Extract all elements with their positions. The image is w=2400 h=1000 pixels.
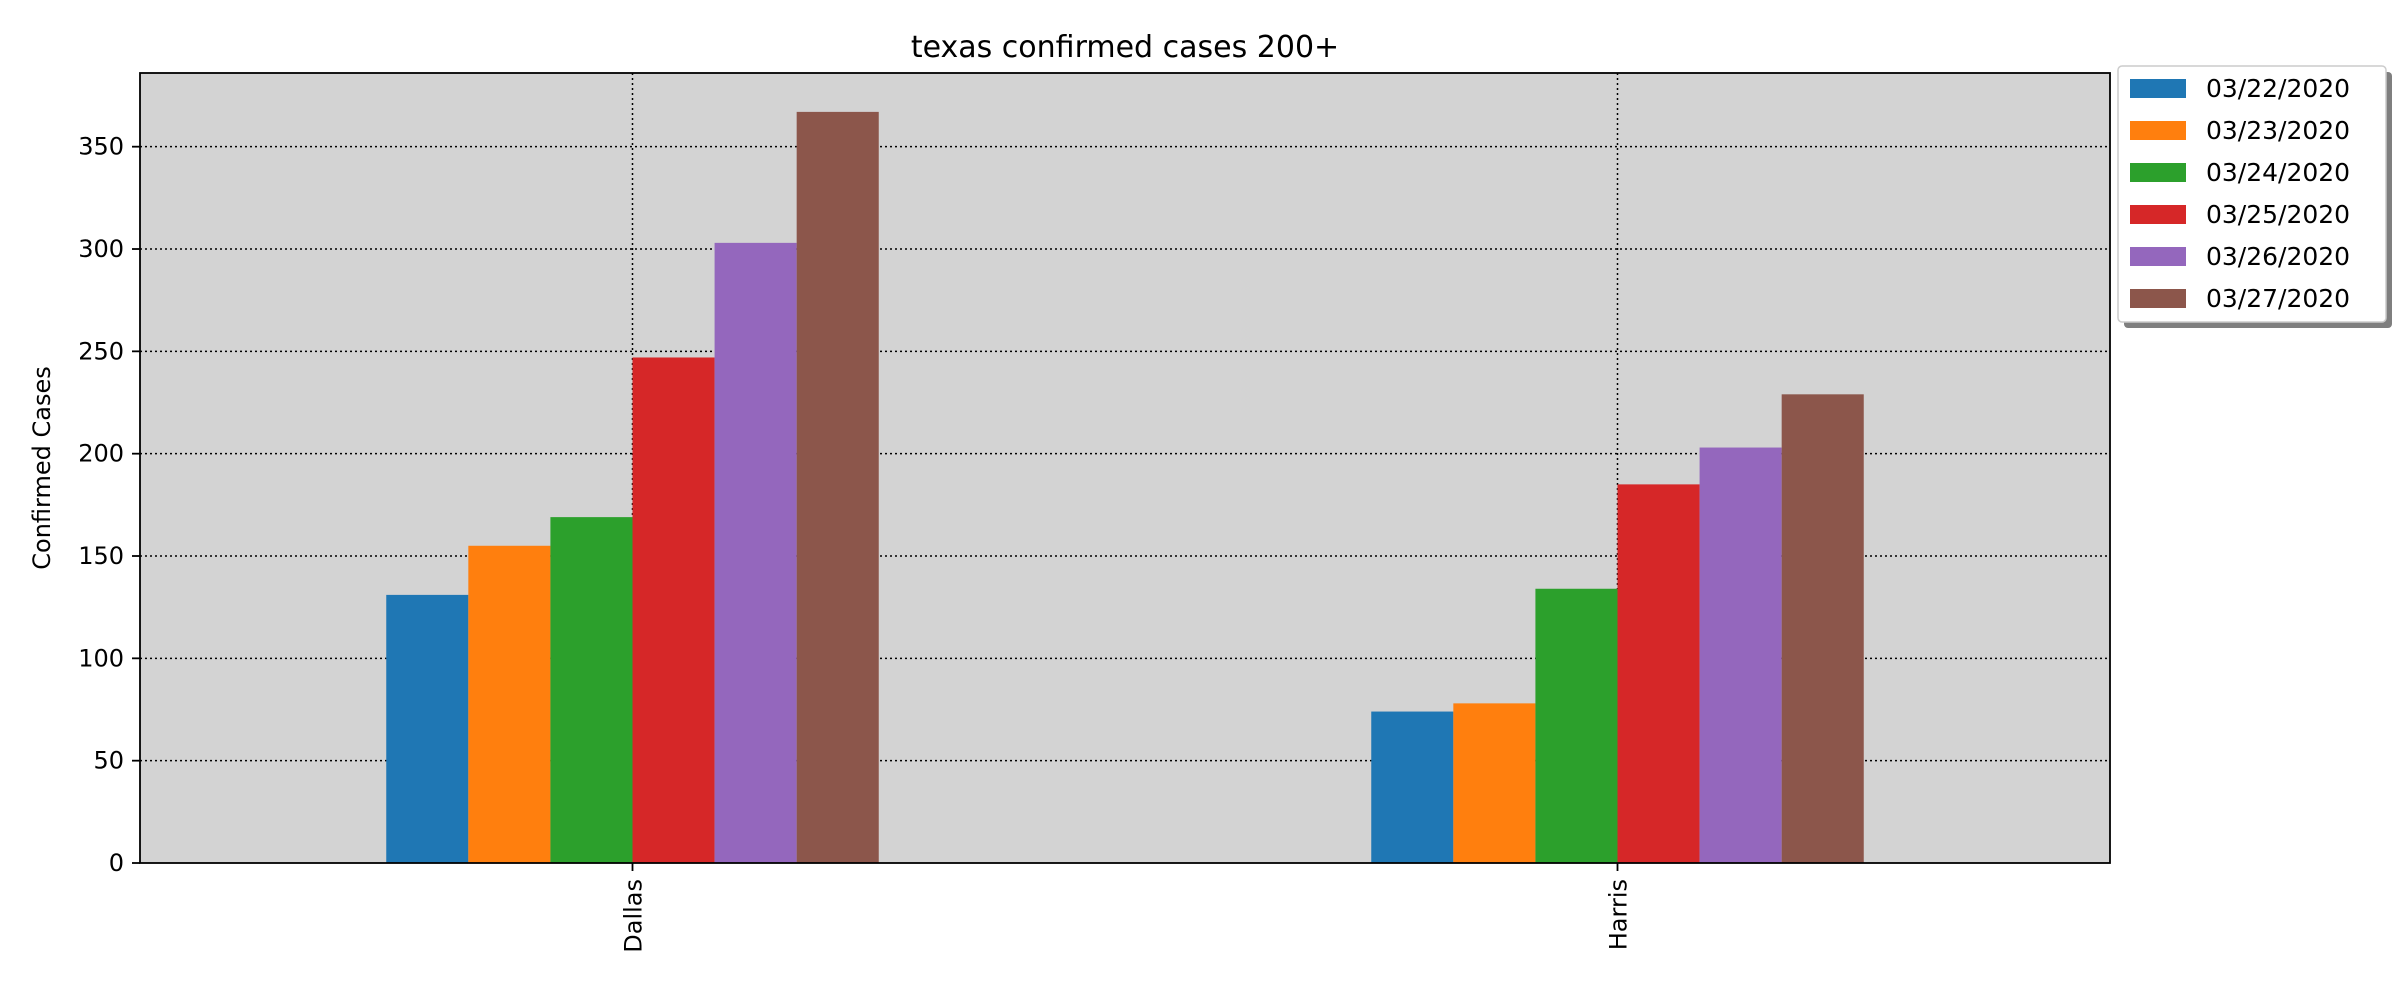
legend-swatch (2130, 289, 2186, 308)
legend-label: 03/24/2020 (2206, 158, 2350, 187)
y-tick-label: 200 (78, 440, 124, 468)
chart-title: texas confirmed cases 200+ (911, 30, 1339, 65)
bar (550, 517, 633, 863)
bar (1453, 703, 1536, 863)
legend-swatch (2130, 121, 2186, 140)
bar (1371, 711, 1454, 863)
bar (1699, 447, 1782, 863)
legend-label: 03/23/2020 (2206, 116, 2350, 145)
legend-label: 03/25/2020 (2206, 200, 2350, 229)
bar (1617, 484, 1700, 863)
x-tick-label: Dallas (620, 879, 648, 953)
legend-swatch (2130, 79, 2186, 98)
bar (468, 545, 551, 863)
x-axis: Dallas Harris (620, 863, 1633, 953)
y-tick-label: 100 (78, 644, 124, 672)
bar (632, 357, 715, 863)
legend-swatch (2130, 205, 2186, 224)
legend-swatch (2130, 247, 2186, 266)
y-tick-label: 150 (78, 542, 124, 570)
y-tick-label: 0 (109, 849, 124, 877)
legend-label: 03/26/2020 (2206, 242, 2350, 271)
legend-label: 03/27/2020 (2206, 284, 2350, 313)
bar (714, 242, 797, 863)
y-tick-label: 300 (78, 235, 124, 263)
bar (796, 111, 879, 864)
x-tick-label: Harris (1605, 879, 1633, 950)
y-axis: 0 50 100 150 200 250 300 350 (78, 133, 140, 877)
bar (1535, 588, 1618, 863)
y-axis-label: Confirmed Cases (28, 366, 56, 569)
legend: 03/22/2020 03/23/2020 03/24/2020 03/25/2020… (2117, 65, 2392, 328)
bar (386, 594, 469, 863)
y-tick-label: 50 (93, 747, 124, 775)
bar (1781, 394, 1864, 863)
y-tick-label: 250 (78, 337, 124, 365)
legend-label: 03/22/2020 (2206, 74, 2350, 103)
plot-frame (139, 72, 2111, 864)
bars (386, 111, 1864, 864)
y-tick-label: 350 (78, 133, 124, 161)
legend-swatch (2130, 163, 2186, 182)
